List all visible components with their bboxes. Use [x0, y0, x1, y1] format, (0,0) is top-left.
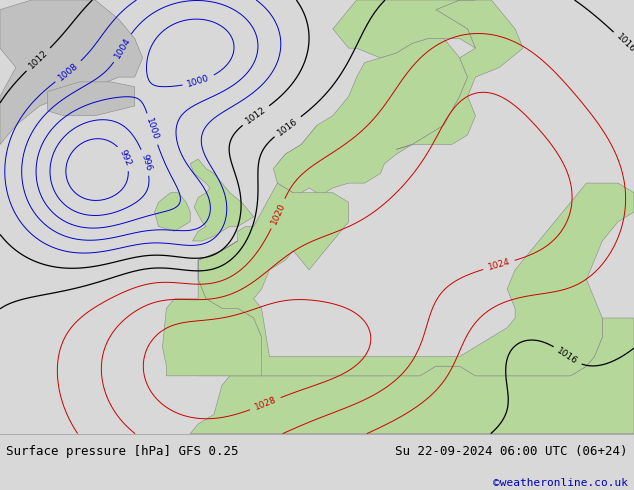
Text: 1016: 1016 — [555, 346, 579, 366]
Polygon shape — [190, 318, 634, 434]
Text: Su 22-09-2024 06:00 UTC (06+24): Su 22-09-2024 06:00 UTC (06+24) — [395, 445, 628, 458]
Text: Surface pressure [hPa] GFS 0.25: Surface pressure [hPa] GFS 0.25 — [6, 445, 239, 458]
Text: 1008: 1008 — [56, 61, 80, 82]
Text: 1020: 1020 — [269, 201, 287, 226]
Polygon shape — [333, 0, 476, 58]
Text: 1016: 1016 — [276, 116, 299, 137]
Text: 1028: 1028 — [253, 395, 278, 412]
Polygon shape — [273, 39, 468, 193]
Polygon shape — [155, 193, 190, 231]
Polygon shape — [48, 82, 134, 116]
Text: 1000: 1000 — [145, 117, 160, 142]
Text: 1016: 1016 — [614, 32, 634, 55]
Text: 992: 992 — [117, 148, 133, 168]
Polygon shape — [190, 159, 254, 241]
Text: ©weatheronline.co.uk: ©weatheronline.co.uk — [493, 478, 628, 488]
Text: 1012: 1012 — [244, 105, 268, 126]
Text: 996: 996 — [139, 153, 153, 172]
Polygon shape — [396, 0, 523, 149]
Text: 1024: 1024 — [487, 257, 511, 272]
Polygon shape — [162, 241, 261, 376]
Polygon shape — [0, 0, 143, 145]
Polygon shape — [198, 125, 634, 376]
Text: 1012: 1012 — [27, 49, 49, 71]
Text: 1004: 1004 — [113, 36, 132, 60]
Text: 1000: 1000 — [186, 74, 211, 89]
